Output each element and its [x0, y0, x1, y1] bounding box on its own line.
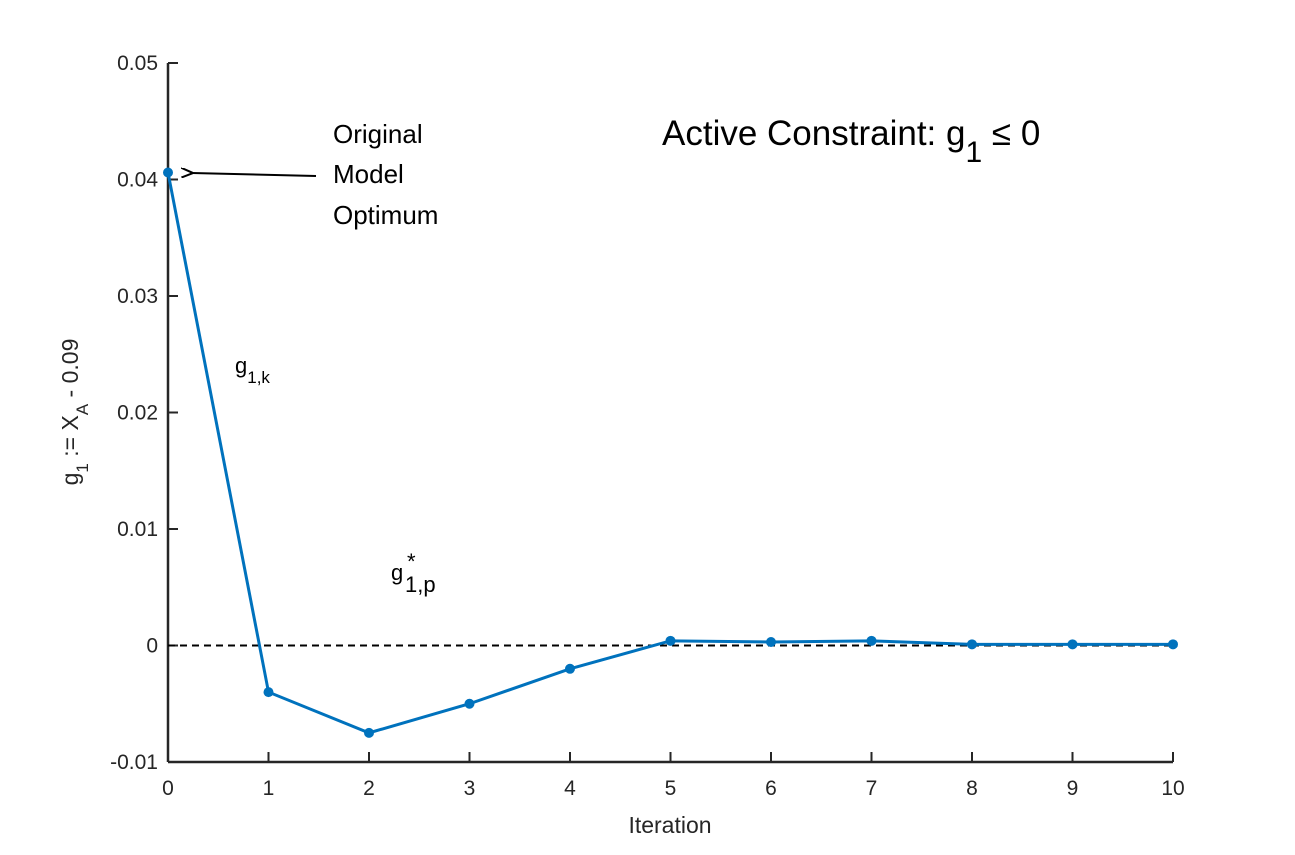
x-tick-label: 8	[966, 777, 978, 800]
data-point	[766, 637, 776, 648]
y-tick-label: 0	[146, 635, 158, 658]
active-constraint-title: Active Constraint: g1 ≤ 0	[662, 114, 1040, 169]
data-point	[263, 687, 274, 698]
y-tick-label: 0.02	[117, 402, 158, 425]
data-point	[464, 698, 475, 709]
x-tick-label: 10	[1161, 777, 1184, 800]
x-tick-label: 2	[363, 777, 375, 800]
reference-label-sub: 1,p	[405, 572, 436, 597]
data-point	[665, 635, 676, 646]
x-axis-title: Iteration	[628, 812, 711, 838]
data-point	[866, 635, 877, 646]
x-tick-label: 1	[263, 777, 275, 800]
series-line-g1k	[166, 172, 1173, 735]
reference-label-sup: *	[407, 549, 416, 574]
series-points	[163, 167, 1178, 738]
y-tick-label: 0.03	[117, 285, 158, 308]
x-tick-label: 6	[765, 777, 777, 800]
x-tick-label: 3	[464, 777, 476, 800]
optimum-arrow	[192, 173, 317, 176]
data-point	[1067, 639, 1078, 650]
x-tick-label: 0	[162, 777, 174, 800]
y-ticks: -0.01 0 0.01 0.02 0.03 0.04 0.05	[110, 52, 178, 774]
x-tick-label: 7	[866, 777, 878, 800]
x-tick-label: 5	[665, 777, 677, 800]
data-point	[364, 727, 374, 738]
optimum-annotation: Original Model Optimum	[192, 119, 438, 230]
y-tick-label: 0.05	[117, 52, 158, 75]
data-point	[163, 167, 173, 178]
optimum-label-line2: Model	[333, 159, 404, 189]
data-point	[967, 639, 977, 650]
x-ticks: 0 1 2 3 4 5 6 7 8 9 10	[162, 752, 1185, 800]
optimum-label-line3: Optimum	[333, 200, 438, 230]
data-point	[565, 663, 575, 674]
data-point	[1168, 639, 1178, 650]
x-tick-label: 9	[1067, 777, 1079, 800]
y-axis-title: g1 := XA - 0.09	[57, 339, 92, 486]
series-label-g1k: g1,k	[235, 353, 270, 387]
reference-label-base: g	[391, 560, 403, 585]
optimum-label-line1: Original	[333, 119, 423, 149]
reference-label-g1p: g * 1,p	[391, 549, 436, 597]
y-tick-label: 0.04	[117, 169, 158, 192]
y-tick-label: 0.01	[117, 518, 158, 541]
x-tick-label: 4	[564, 777, 576, 800]
y-tick-label: -0.01	[110, 751, 158, 774]
